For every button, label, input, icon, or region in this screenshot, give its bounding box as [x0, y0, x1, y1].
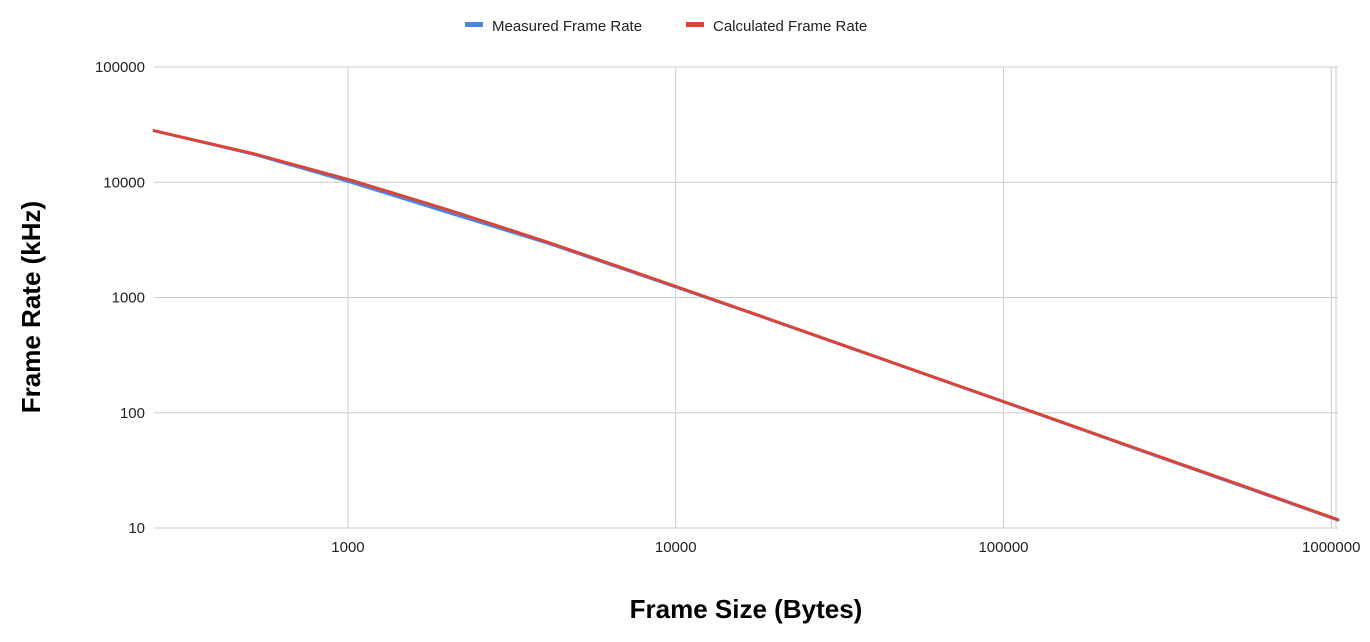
y-tick-label: 1000 — [112, 290, 145, 307]
legend-swatch — [465, 22, 483, 27]
y-tick-label: 100000 — [95, 59, 145, 76]
series-line-measured — [152, 129, 1340, 522]
y-tick-label: 10 — [128, 520, 145, 537]
x-tick-label: 10000 — [655, 539, 697, 556]
y-tick-label: 10000 — [103, 174, 145, 191]
legend-label: Calculated Frame Rate — [713, 18, 867, 35]
legend: Measured Frame Rate Calculated Frame Rate — [465, 18, 867, 35]
series-line-calculated — [152, 129, 1340, 522]
y-axis-title: Frame Rate (kHz) — [16, 201, 46, 413]
tick-labels: 10 100 1000 10000 100000 1000 10000 100000 10000… — [95, 59, 1361, 556]
y-tick-label: 100 — [120, 405, 145, 422]
x-tick-label: 1000000 — [1302, 539, 1360, 556]
x-axis-title: Frame Size (Bytes) — [630, 594, 863, 624]
x-tick-label: 100000 — [978, 539, 1028, 556]
series-lines — [152, 129, 1340, 522]
legend-label: Measured Frame Rate — [492, 18, 642, 35]
legend-swatch — [686, 22, 704, 27]
x-tick-label: 1000 — [331, 539, 364, 556]
